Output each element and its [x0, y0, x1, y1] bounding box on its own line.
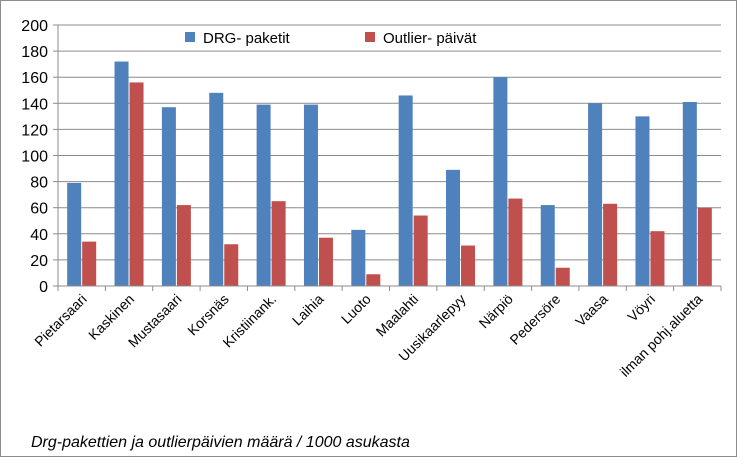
bar-outlier-8: [461, 245, 476, 286]
legend-label: Outlier- päivät: [383, 30, 477, 47]
bar-outlier-13: [697, 207, 712, 286]
bar-drg-5: [303, 104, 318, 286]
bar-outlier-10: [555, 267, 570, 286]
y-tick-label: 40: [30, 227, 48, 244]
legend-swatch: [365, 32, 375, 42]
bar-outlier-1: [129, 82, 144, 286]
bar-drg-0: [67, 182, 82, 286]
chart-caption: Drg-pakettien ja outlierpäivien määrä / …: [31, 434, 410, 451]
y-tick-label: 20: [30, 253, 48, 270]
y-tick-label: 80: [30, 175, 48, 192]
y-tick-label: 180: [21, 44, 48, 61]
y-tick-label: 160: [21, 70, 48, 87]
x-tick-label: Korsnäs: [184, 291, 232, 339]
bar-drg-10: [540, 205, 555, 286]
x-tick-label: Maalahti: [373, 291, 422, 340]
bar-outlier-5: [318, 237, 333, 286]
x-tick-label: Vöyri: [624, 291, 658, 325]
bar-outlier-11: [603, 203, 618, 286]
y-tick-label: 0: [39, 279, 48, 296]
gridlines: [58, 24, 721, 261]
x-tick-label: Laihia: [289, 291, 327, 329]
bar-drg-2: [161, 107, 176, 286]
bar-drg-9: [493, 77, 508, 286]
bar-outlier-7: [413, 215, 428, 286]
y-tick-label: 60: [30, 201, 48, 218]
bar-drg-6: [351, 229, 366, 286]
legend-label: DRG- paketit: [203, 30, 291, 47]
x-tick-label: Pedersöre: [506, 291, 563, 348]
x-tick-label: ilman pohj.aluetta: [617, 291, 706, 380]
bar-drg-11: [588, 103, 603, 286]
bar-drg-3: [209, 92, 224, 286]
bars: [67, 61, 712, 287]
y-axis-ticks: 0 20 40 60 80 100 120 140 160 180 200: [21, 18, 58, 296]
x-tick-label: Luoto: [338, 291, 374, 327]
x-tick-label: Pietarsaari: [31, 291, 90, 350]
y-tick-label: 140: [21, 96, 48, 113]
y-tick-label: 120: [21, 122, 48, 139]
bar-outlier-6: [366, 274, 381, 286]
bar-outlier-0: [82, 241, 97, 286]
bar-drg-7: [398, 95, 413, 286]
x-tick-label: Vaasa: [572, 291, 611, 330]
bar-outlier-3: [224, 244, 239, 286]
bar-outlier-4: [271, 201, 286, 286]
bar-outlier-9: [508, 198, 523, 286]
x-tick-label: Närpiö: [476, 291, 517, 332]
bar-drg-12: [635, 116, 650, 286]
legend: DRG- paketit Outlier- päivät: [185, 30, 477, 47]
bar-drg-8: [446, 169, 461, 286]
y-tick-label: 200: [21, 18, 48, 35]
y-tick-label: 100: [21, 149, 48, 166]
bar-outlier-12: [650, 231, 665, 286]
bar-drg-1: [114, 61, 129, 286]
legend-swatch: [185, 32, 195, 42]
bar-drg-4: [256, 104, 271, 286]
bar-outlier-2: [176, 205, 191, 286]
bar-drg-13: [682, 101, 697, 287]
